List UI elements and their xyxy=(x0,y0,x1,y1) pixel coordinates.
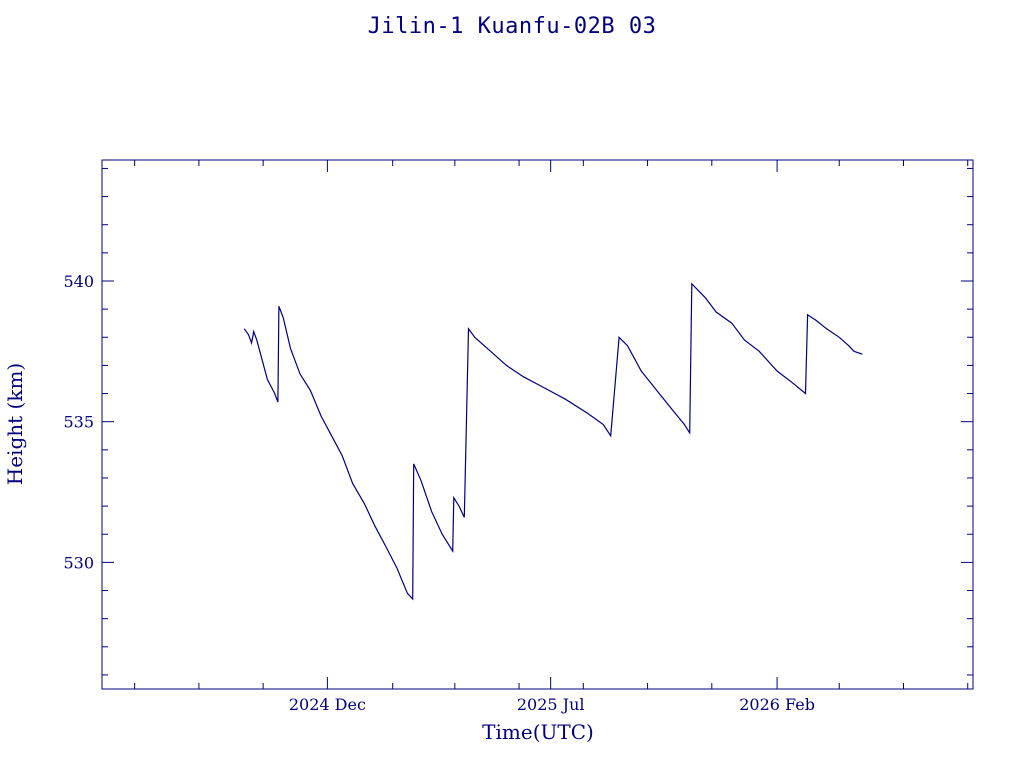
y-tick-label: 540 xyxy=(63,272,94,291)
y-tick-label: 535 xyxy=(63,413,94,432)
axis-ticks xyxy=(102,160,973,689)
x-tick-label: 2024 Dec xyxy=(289,695,366,714)
series-line xyxy=(243,282,863,601)
x-axis-label: Time(UTC) xyxy=(482,720,594,744)
x-tick-label: 2025 Jul xyxy=(517,695,585,714)
y-tick-label: 530 xyxy=(63,553,94,572)
plot-frame xyxy=(101,159,974,690)
y-axis-label: Height (km) xyxy=(3,363,27,485)
tick-labels: 530 535 540 2024 Dec 2025 Jul 2026 Feb xyxy=(63,272,815,714)
chart-title: Jilin-1 Kuanfu-02B 03 xyxy=(367,14,657,39)
x-tick-label: 2026 Feb xyxy=(739,695,815,714)
